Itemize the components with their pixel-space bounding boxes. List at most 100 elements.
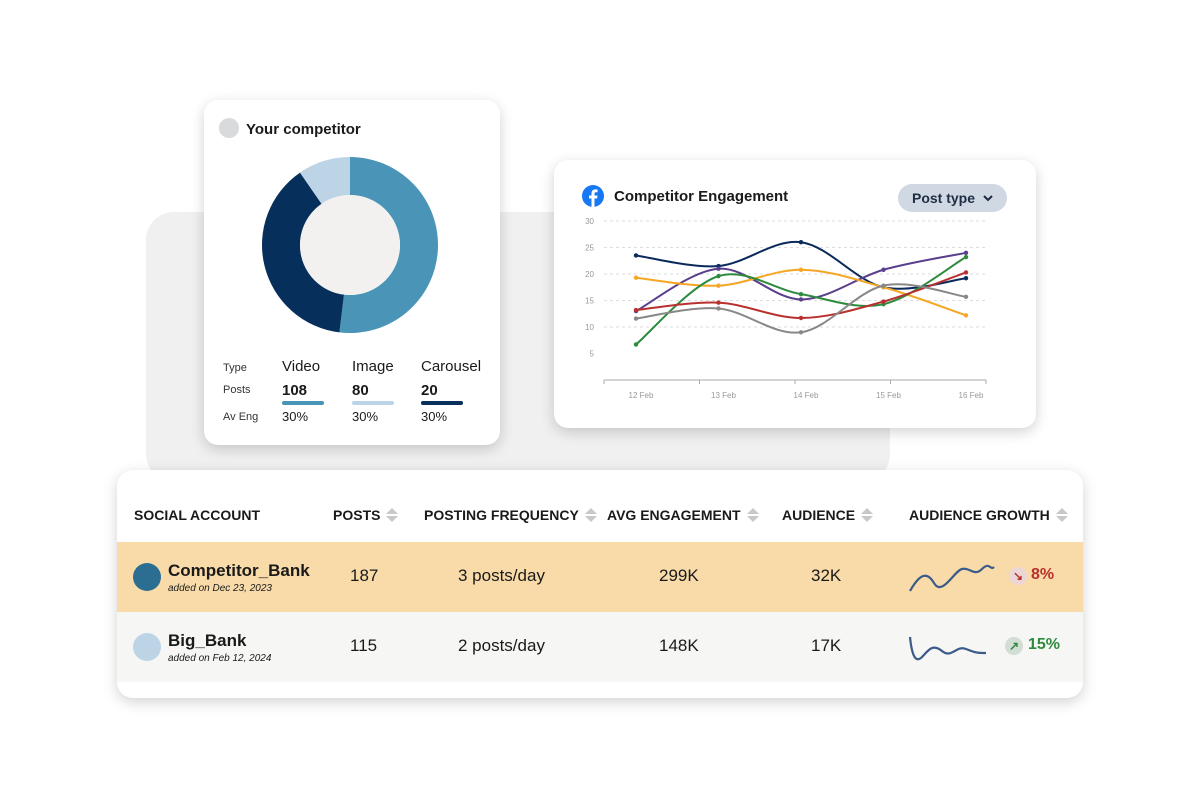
data-point [963,250,969,255]
data-point [881,283,886,288]
posts-value: 187 [350,566,379,585]
audience-value: 17K [811,636,842,655]
competitor-table: SOCIAL ACCOUNT POSTS POSTING FREQUENCY AVG … [117,470,1083,698]
column-header[interactable]: POSTS [333,507,399,523]
added-date: added on Feb 12, 2024 [168,653,272,664]
data-point [963,276,969,281]
sort-icon[interactable] [1055,508,1068,522]
line-chart: 5 10 15 20 25 30 12 Feb 13 Feb 14 Feb 15 Feb 16 Fe… [585,217,987,400]
data-point [798,297,804,302]
account-name[interactable]: Competitor_Bank [168,561,310,580]
column-header: SOCIAL ACCOUNT [134,507,260,523]
donut-slice [339,157,438,333]
sort-icon[interactable] [746,508,759,522]
header-label: AUDIENCE GROWTH [909,507,1050,523]
y-tick-label: 20 [585,270,594,279]
data-point [798,240,804,245]
growth-percent: 8% [1031,566,1055,583]
type-engagement: 30% [352,409,379,424]
type-name: Image [352,358,394,375]
competitor-dot-icon [219,118,239,138]
sort-icon[interactable] [386,508,399,522]
donut-slice [262,172,344,333]
header-label: POSTING FREQUENCY [424,507,579,523]
data-point [881,299,886,304]
type-engagement: 30% [421,409,448,424]
x-tick-label: 16 Feb [959,391,984,400]
facebook-icon [582,185,604,207]
y-tick-label: 10 [585,323,594,332]
column-header[interactable]: POSTING FREQUENCY [424,507,597,523]
series-line [635,240,967,290]
account-name[interactable]: Big_Bank [168,631,247,650]
type-color-bar [421,401,463,405]
competitor-engagement-card: Competitor Engagement Post type 5 10 15 20 2… [554,160,1036,428]
row-label-type: Type [223,362,247,374]
row-label-posts: Posts [223,384,251,396]
data-point [798,330,804,335]
chevron-down-icon [983,194,993,201]
sort-icon[interactable] [861,508,874,522]
donut-chart [262,157,438,333]
type-name: Carousel [421,358,482,375]
series-line [635,251,967,312]
donut-hole [300,195,400,295]
header-label: SOCIAL ACCOUNT [134,507,260,523]
data-point [633,342,639,347]
data-point [716,306,721,311]
type-posts: 108 [282,382,308,399]
data-point [716,273,721,279]
header-label: AUDIENCE [782,507,856,523]
data-point [798,291,804,297]
y-tick-label: 5 [590,350,595,359]
x-tick-label: 12 Feb [629,391,654,400]
data-point [963,254,969,260]
type-posts: 80 [352,382,369,399]
y-tick-label: 30 [585,217,594,226]
column-header[interactable]: AUDIENCE [782,507,874,523]
added-date: added on Dec 23, 2023 [168,583,272,594]
header-label: AVG ENGAGEMENT [607,507,741,523]
dropdown-label: Post type [911,190,975,206]
arrow-down-right-icon: ↘ [1009,567,1027,585]
x-tick-label: 14 Feb [794,391,819,400]
y-tick-label: 25 [585,244,594,253]
type-posts: 20 [421,382,438,399]
data-point [963,270,969,275]
data-point [798,267,804,272]
card-title: Competitor Engagement [614,188,789,205]
data-point [633,253,639,258]
column-header[interactable]: AUDIENCE GROWTH [909,507,1068,523]
audience-value: 32K [811,566,842,585]
table-row[interactable]: Big_Bank added on Feb 12, 2024 115 2 pos… [117,612,1083,682]
x-tick-label: 13 Feb [711,391,736,400]
y-tick-label: 15 [585,297,594,306]
sort-icon[interactable] [584,508,597,522]
donut-slice [300,157,350,204]
post-type-dropdown[interactable]: Post type [898,184,1007,212]
growth-sparkline [909,564,995,592]
frequency-value: 2 posts/day [458,636,545,655]
growth-sparkline [908,636,987,661]
frequency-value: 3 posts/day [458,566,545,585]
data-point [633,307,639,313]
competitor-donut-card: Your competitor Type Posts Av Eng Video … [204,100,500,445]
account-avatar [133,563,161,591]
type-engagement: 30% [282,409,309,424]
type-name: Video [282,358,321,375]
data-point [716,283,721,288]
data-point [716,266,721,271]
type-color-bar [352,401,394,405]
arrow-up-right-icon: ↗ [1005,637,1023,655]
header-label: POSTS [333,507,381,523]
posts-value: 115 [350,636,378,655]
data-point [798,315,804,321]
data-point [716,300,721,305]
data-point [963,294,969,299]
column-header[interactable]: AVG ENGAGEMENT [607,507,759,523]
data-point [633,316,639,321]
row-label-av-eng: Av Eng [223,411,259,423]
growth-percent: 15% [1028,636,1061,653]
table-row[interactable]: Competitor_Bank added on Dec 23, 2023 18… [117,542,1083,612]
data-point [633,275,639,280]
